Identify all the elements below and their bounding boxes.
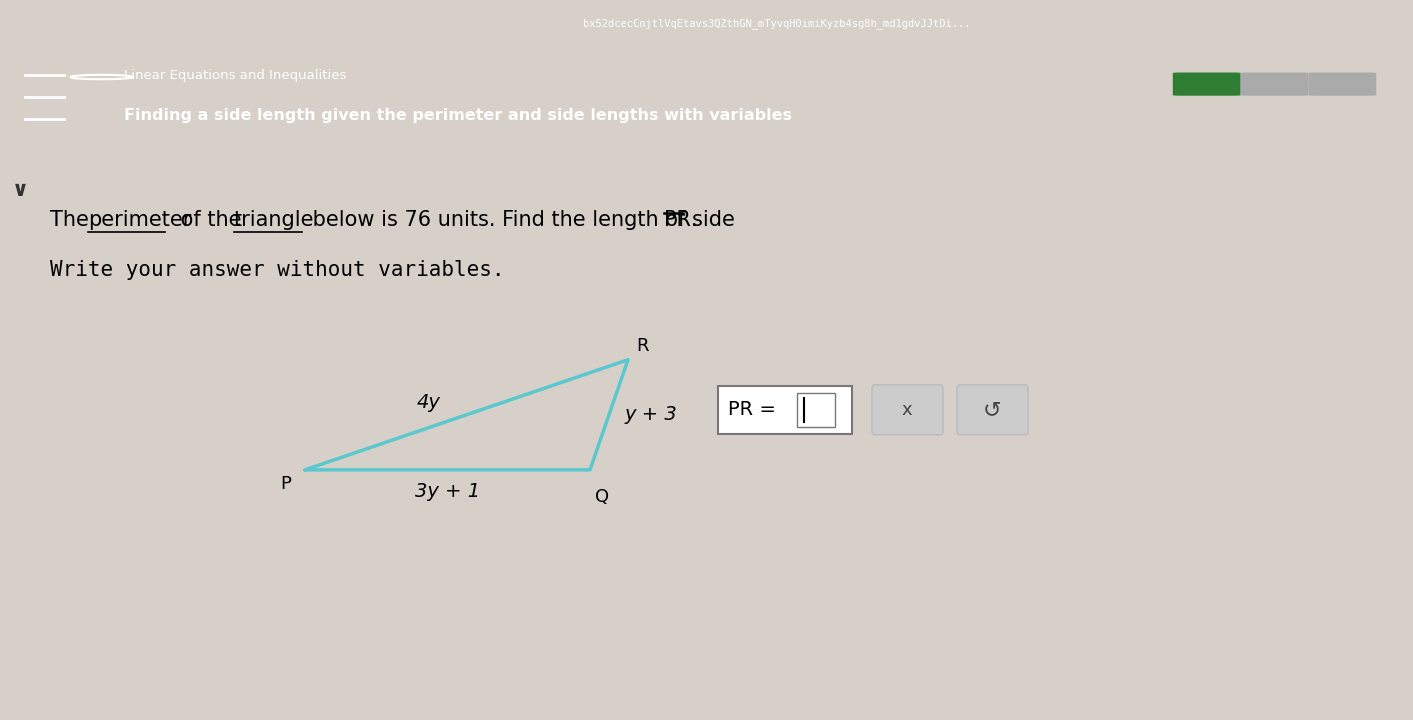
FancyBboxPatch shape [718,386,852,433]
Text: perimeter: perimeter [88,210,191,230]
Text: Write your answer without variables.: Write your answer without variables. [49,260,504,279]
FancyBboxPatch shape [1241,73,1308,96]
Text: PR: PR [664,210,691,230]
Text: .: . [691,210,698,230]
Text: The: The [49,210,96,230]
Text: of the: of the [174,210,249,230]
FancyBboxPatch shape [1173,73,1241,96]
Text: ∨: ∨ [11,179,28,199]
Text: below is 76 units. Find the length of side: below is 76 units. Find the length of si… [307,210,742,230]
FancyBboxPatch shape [797,393,835,427]
Text: y + 3: y + 3 [625,405,677,424]
Text: Finding a side length given the perimeter and side lengths with variables: Finding a side length given the perimete… [124,108,793,123]
FancyBboxPatch shape [957,384,1029,435]
Text: triangle: triangle [235,210,315,230]
Text: 4y: 4y [417,393,441,413]
Text: ↺: ↺ [982,400,1002,420]
FancyBboxPatch shape [872,384,942,435]
Text: bx52dcecCnjtlVqEtavs3QZthGN_mTyvqH0imiKyzb4sg8h_md1gdvJJtDi...: bx52dcecCnjtlVqEtavs3QZthGN_mTyvqH0imiKy… [584,18,971,29]
Text: P: P [280,474,291,492]
Text: 3y + 1: 3y + 1 [415,482,480,501]
Text: Q: Q [595,488,609,506]
Text: x: x [901,401,913,419]
Text: Linear Equations and Inequalities: Linear Equations and Inequalities [124,68,346,81]
FancyBboxPatch shape [1308,73,1376,96]
Text: PR =: PR = [728,400,783,419]
Text: R: R [636,337,649,355]
